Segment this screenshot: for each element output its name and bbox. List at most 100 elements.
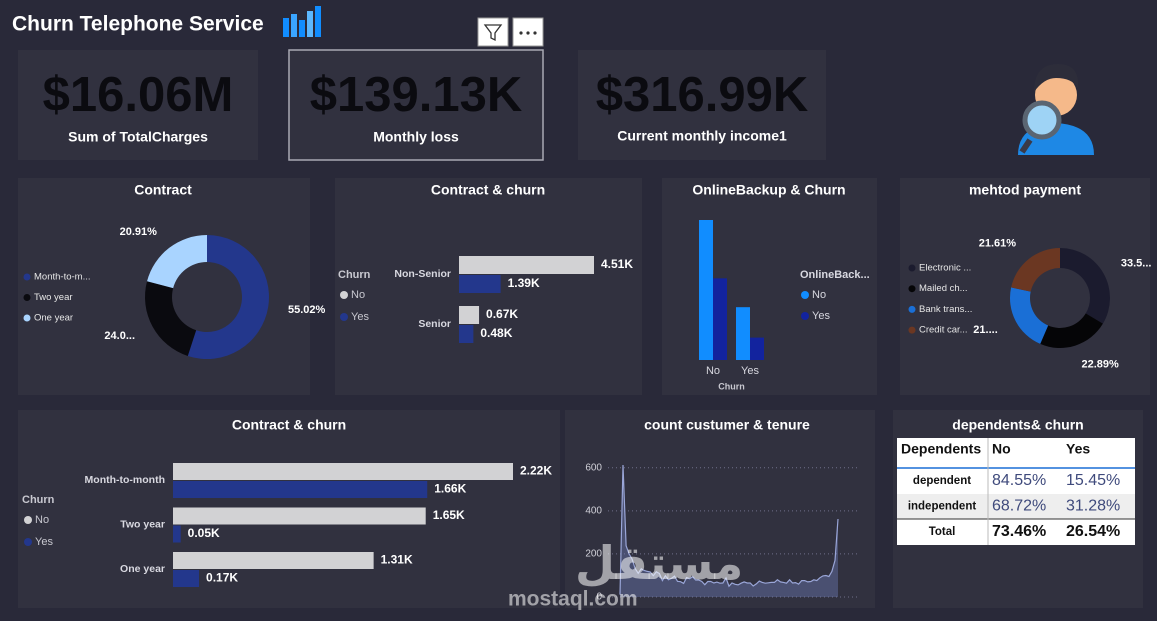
- donut-slice: [1010, 287, 1049, 344]
- donut-slice: [147, 235, 207, 289]
- legend-label: Month-to-m...: [34, 272, 91, 283]
- legend-label: No: [812, 289, 826, 301]
- card-label: Sum of TotalCharges: [68, 129, 208, 145]
- title-icon: [283, 6, 321, 37]
- chart-panel: [565, 410, 875, 608]
- x-axis-title: Churn: [718, 381, 745, 391]
- table-header: Yes: [1066, 441, 1090, 457]
- data-label: 22.89%: [1082, 359, 1120, 371]
- data-label: 0.67K: [486, 307, 518, 321]
- table-title: dependents& churn: [952, 417, 1083, 433]
- chart-title: OnlineBackup & Churn: [692, 182, 845, 198]
- more-options-button[interactable]: [512, 17, 544, 47]
- category-label: One year: [120, 563, 165, 575]
- category-label: Senior: [418, 318, 451, 330]
- card-label: Monthly loss: [373, 129, 459, 145]
- category-label: Month-to-month: [85, 474, 165, 486]
- data-label: 1.66K: [434, 482, 466, 496]
- bar: [459, 275, 501, 293]
- bar: [173, 552, 374, 569]
- bar: [173, 463, 513, 480]
- chart-panel: [662, 178, 877, 395]
- data-label: 2.22K: [520, 464, 552, 478]
- card-value: $16.06M: [43, 68, 234, 122]
- data-label: 55.02%: [288, 304, 326, 316]
- legend-label: Mailed ch...: [919, 283, 968, 294]
- donut-slice: [1040, 313, 1103, 348]
- data-label: 20.91%: [120, 226, 158, 238]
- area-fill: [620, 465, 838, 597]
- card-panel: [578, 50, 826, 160]
- data-label: 0.17K: [206, 571, 238, 585]
- person-icon: [1018, 64, 1094, 155]
- page-title: Churn Telephone Service: [12, 13, 264, 36]
- data-label: 33.5...: [1121, 257, 1152, 269]
- legend-marker: [908, 326, 916, 334]
- y-tick-label: 600: [585, 462, 602, 473]
- chart-title: count custumer & tenure: [644, 417, 810, 433]
- donut-slice: [187, 235, 270, 359]
- category-label: Two year: [120, 518, 165, 530]
- bar: [750, 337, 764, 360]
- card-value: $139.13K: [310, 68, 523, 122]
- data-label: 21.61%: [979, 237, 1017, 249]
- bar: [459, 256, 594, 274]
- legend-marker: [801, 291, 809, 299]
- data-label: 24.0...: [104, 330, 135, 342]
- y-tick-label: 200: [585, 549, 602, 560]
- legend-marker: [908, 264, 916, 272]
- table-cell: 84.55%: [992, 472, 1046, 489]
- y-tick-label: 400: [585, 505, 602, 516]
- legend-marker: [340, 291, 348, 299]
- table-cell: 15.45%: [1066, 472, 1120, 489]
- legend-label: Yes: [812, 310, 830, 322]
- bar: [459, 325, 474, 343]
- data-label: 0.48K: [480, 326, 512, 340]
- bar: [699, 220, 713, 360]
- data-label: 0.05K: [188, 526, 220, 540]
- legend-marker: [23, 294, 31, 301]
- legend-marker: [801, 312, 809, 320]
- donut-slice: [1011, 248, 1060, 292]
- bar: [713, 278, 727, 360]
- data-label: 1.31K: [381, 553, 413, 567]
- legend-marker: [23, 273, 31, 281]
- legend-marker: [24, 538, 32, 546]
- bar: [173, 570, 200, 587]
- legend-title: Churn: [22, 494, 55, 506]
- legend-label: Yes: [351, 311, 369, 323]
- legend-label: Electronic ...: [919, 263, 971, 274]
- table-header: Dependents: [901, 441, 981, 457]
- legend-title: Churn: [338, 269, 371, 281]
- legend-title: OnlineBack...: [800, 269, 870, 281]
- filter-button[interactable]: [477, 17, 509, 47]
- card-panel: [18, 50, 258, 160]
- legend-label: Yes: [35, 536, 53, 548]
- chart-title: Contract & churn: [232, 417, 346, 433]
- watermark: مستقل: [575, 537, 743, 589]
- category-label: Non-Senior: [394, 268, 451, 280]
- chart-title: Contract: [134, 182, 192, 198]
- data-label: 1.39K: [508, 276, 540, 290]
- donut-slice: [1060, 248, 1110, 324]
- y-tick-label: 0: [596, 592, 602, 603]
- table-cell: 73.46%: [992, 523, 1046, 540]
- card-value: $316.99K: [596, 68, 809, 122]
- charts: Contract 55.02% Month-to-m... 24.0... Two ye…: [22, 182, 1151, 603]
- card-label: Current monthly income1: [617, 128, 787, 144]
- data-label: 21....: [973, 324, 997, 336]
- legend-marker: [908, 305, 916, 313]
- bar: [459, 306, 480, 324]
- table: Dependents No Yes dependent 84.55% 15.45% inde…: [897, 438, 1135, 545]
- table-cell: 68.72%: [992, 498, 1046, 515]
- area-line: [619, 464, 839, 595]
- bar: [173, 481, 428, 498]
- table-cell: 31.28%: [1066, 498, 1120, 515]
- bar: [736, 307, 750, 360]
- legend-label: Credit car...: [919, 325, 968, 336]
- table-row-label: Total: [929, 526, 956, 538]
- legend-label: Two year: [34, 292, 73, 303]
- legend-label: One year: [34, 313, 73, 324]
- legend-marker: [340, 313, 348, 321]
